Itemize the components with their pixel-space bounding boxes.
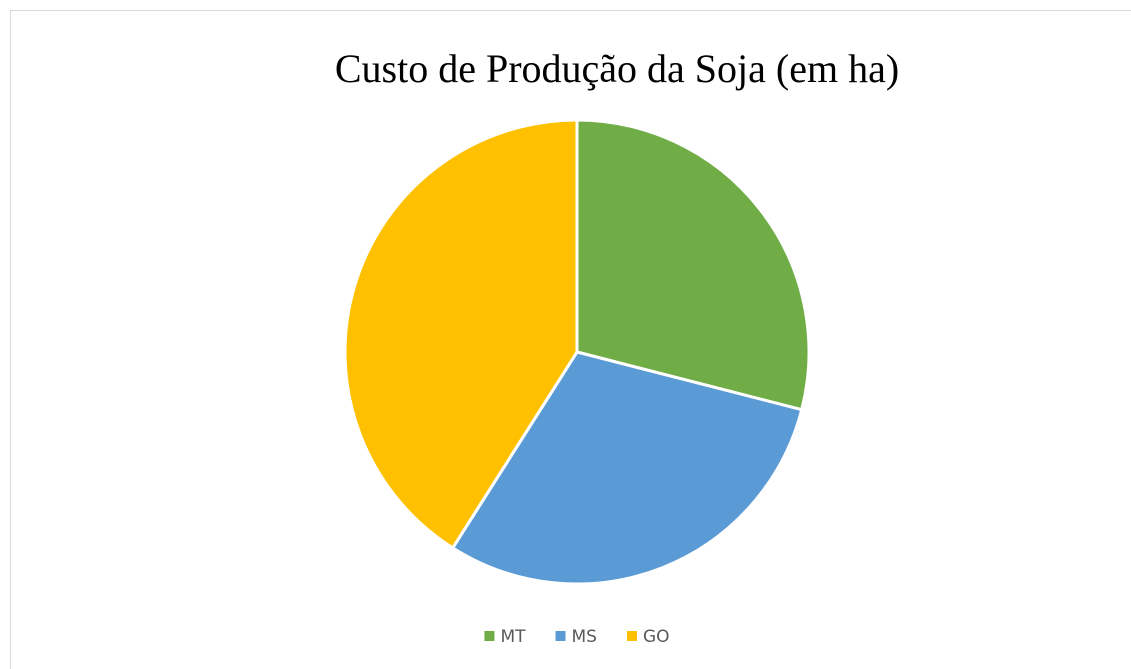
pie-slice <box>343 118 579 550</box>
legend-swatch <box>555 631 566 641</box>
legend-swatch <box>484 631 495 641</box>
legend-swatch <box>626 631 637 641</box>
chart-title: Custo de Produção da Soja (em ha) <box>335 46 899 91</box>
legend-label: GO <box>643 627 670 647</box>
legend-label: MT <box>500 627 526 647</box>
legend: MT MS GO <box>484 627 670 647</box>
pie-slice <box>575 118 811 412</box>
legend-label: MS <box>572 627 597 647</box>
pie <box>343 118 811 586</box>
pie-slice <box>450 350 804 586</box>
